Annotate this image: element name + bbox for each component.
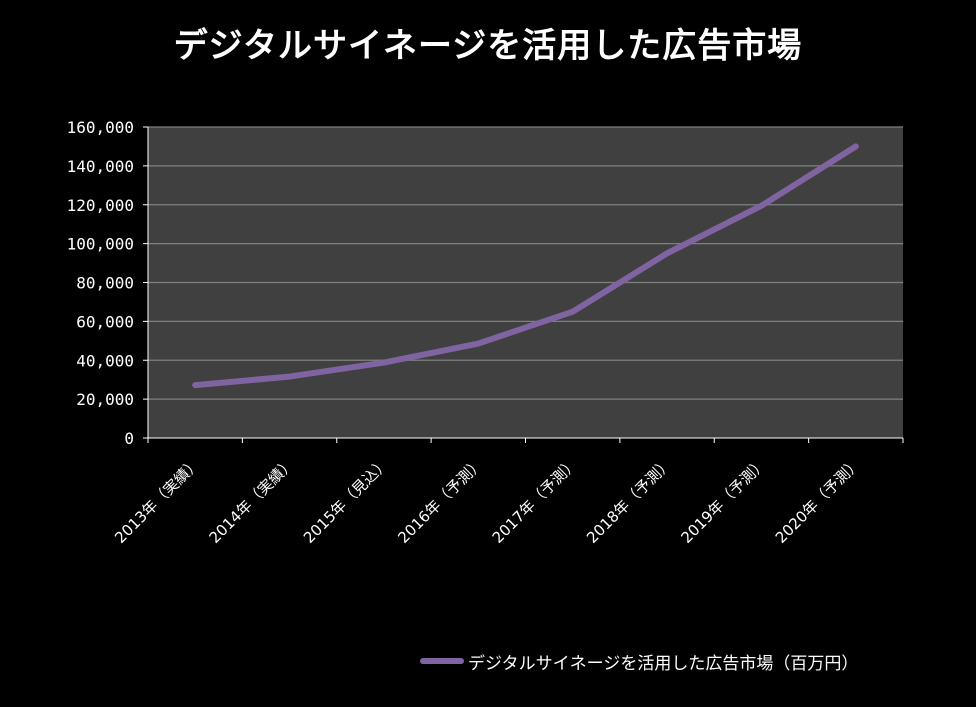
legend: デジタルサイネージを活用した広告市場（百万円）	[420, 651, 859, 674]
y-tick-label: 100,000	[67, 235, 134, 254]
x-tick-label: 2015年（見込）	[300, 454, 393, 547]
y-tick-label: 20,000	[76, 390, 134, 409]
y-tick-label: 160,000	[67, 118, 134, 137]
y-axis-ticks: 0 20,000 40,000 60,000 80,000 100,000 120,000 1…	[67, 118, 148, 448]
y-tick-label: 60,000	[76, 312, 134, 331]
x-tick-label: 2018年（予測）	[583, 454, 676, 547]
x-tick-label: 2013年（実績）	[111, 454, 204, 547]
x-tick-label: 2017年（予測）	[489, 454, 582, 547]
series-lines	[192, 143, 859, 389]
y-tick-label: 140,000	[67, 157, 134, 176]
y-tick-label: 0	[124, 429, 134, 448]
chart-title: デジタルサイネージを活用した広告市場	[173, 26, 803, 66]
y-tick-label: 40,000	[76, 351, 134, 370]
y-tick-label: 120,000	[67, 196, 134, 215]
series-line	[192, 143, 859, 389]
x-tick-label: 2020年（予測）	[772, 454, 865, 547]
x-tick-label: 2019年（予測）	[678, 454, 771, 547]
gridlines	[148, 126, 903, 400]
x-tick-label: 2014年（実績）	[206, 454, 299, 547]
x-axis-ticks: 2013年（実績） 2014年（実績） 2015年（見込） 2016年（予測） 2017…	[111, 438, 904, 547]
legend-swatch	[420, 658, 464, 664]
legend-label: デジタルサイネージを活用した広告市場（百万円）	[468, 653, 859, 674]
y-tick-label: 80,000	[76, 274, 134, 293]
x-tick-label: 2016年（予測）	[394, 454, 487, 547]
